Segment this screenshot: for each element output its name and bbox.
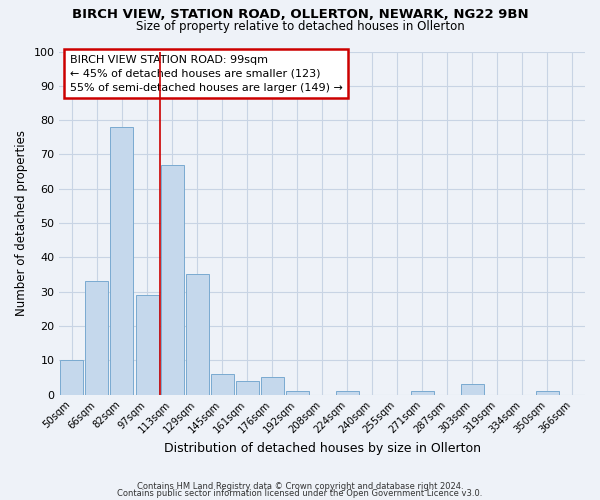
Text: BIRCH VIEW STATION ROAD: 99sqm
← 45% of detached houses are smaller (123)
55% of: BIRCH VIEW STATION ROAD: 99sqm ← 45% of … <box>70 55 343 93</box>
Text: BIRCH VIEW, STATION ROAD, OLLERTON, NEWARK, NG22 9BN: BIRCH VIEW, STATION ROAD, OLLERTON, NEWA… <box>71 8 529 20</box>
Bar <box>85 282 109 395</box>
Bar <box>61 360 83 394</box>
Bar <box>161 164 184 394</box>
Bar <box>136 295 158 394</box>
Bar <box>211 374 233 394</box>
Bar <box>185 274 209 394</box>
X-axis label: Distribution of detached houses by size in Ollerton: Distribution of detached houses by size … <box>164 442 481 455</box>
Text: Size of property relative to detached houses in Ollerton: Size of property relative to detached ho… <box>136 20 464 33</box>
Text: Contains HM Land Registry data © Crown copyright and database right 2024.: Contains HM Land Registry data © Crown c… <box>137 482 463 491</box>
Bar <box>286 391 308 394</box>
Bar <box>260 378 284 394</box>
Bar <box>236 381 259 394</box>
Text: Contains public sector information licensed under the Open Government Licence v3: Contains public sector information licen… <box>118 490 482 498</box>
Bar <box>461 384 484 394</box>
Bar <box>411 391 434 394</box>
Bar <box>110 127 133 394</box>
Bar <box>336 391 359 394</box>
Bar <box>536 391 559 394</box>
Y-axis label: Number of detached properties: Number of detached properties <box>15 130 28 316</box>
